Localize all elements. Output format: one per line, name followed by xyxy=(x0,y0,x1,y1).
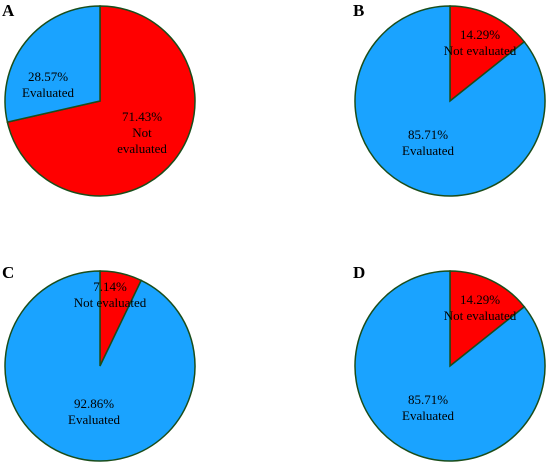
pie-d: 14.29% Not evaluated 85.71% Evaluated xyxy=(354,270,546,462)
pie-panel-c: C 7.14% Not evaluated 92.86% Evaluated xyxy=(2,263,196,462)
slice-label-c-1: 92.86% Evaluated xyxy=(68,396,120,427)
panel-letter-d: D xyxy=(353,263,365,282)
pie-slice-a-1 xyxy=(4,5,101,124)
panel-letter-c: C xyxy=(2,263,14,282)
pie-c: 7.14% Not evaluated 92.86% Evaluated xyxy=(4,270,196,462)
slice-label-b-0: 14.29% Not evaluated xyxy=(444,27,517,58)
slice-label-a-1: 28.57% Evaluated xyxy=(22,69,74,100)
pie-slice-a-0 xyxy=(6,5,196,197)
pie-panel-a: A 71.43% Not evaluated 28.57% Evaluated xyxy=(2,1,196,197)
pie-slice-b-1 xyxy=(354,5,546,197)
pie-b: 14.29% Not evaluated 85.71% Evaluated xyxy=(354,5,546,197)
pie-slice-c-1 xyxy=(4,270,196,462)
panel-letter-a: A xyxy=(2,1,15,20)
slice-label-c-0: 7.14% Not evaluated xyxy=(74,279,147,310)
pie-panel-d: D 14.29% Not evaluated 85.71% Evaluated xyxy=(353,263,546,462)
pie-panel-b: B 14.29% Not evaluated 85.71% Evaluated xyxy=(353,1,546,197)
pie-slice-d-0 xyxy=(449,270,526,368)
slice-label-d-1: 85.71% Evaluated xyxy=(402,392,454,423)
slice-label-a-0: 71.43% Not evaluated xyxy=(117,109,167,156)
pie-slice-b-0 xyxy=(449,5,526,103)
slice-label-b-1: 85.71% Evaluated xyxy=(402,127,454,158)
pie-a: 71.43% Not evaluated 28.57% Evaluated xyxy=(4,5,196,197)
pie-slice-d-1 xyxy=(354,270,546,462)
slice-label-d-0: 14.29% Not evaluated xyxy=(444,292,517,323)
panel-letter-b: B xyxy=(353,1,364,20)
